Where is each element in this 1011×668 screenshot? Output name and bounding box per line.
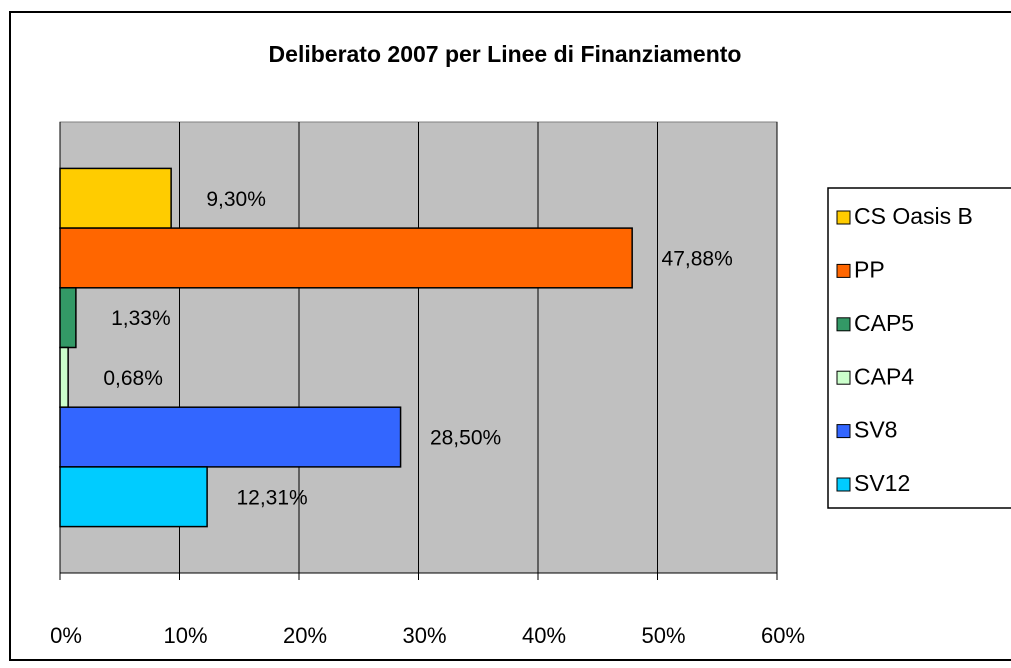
legend-swatch — [836, 317, 851, 332]
legend-label: CAP5 — [854, 310, 914, 336]
x-tick-label: 40% — [522, 623, 566, 648]
legend-box — [827, 187, 1011, 509]
legend-label: SV12 — [854, 470, 910, 496]
legend-label: CAP4 — [854, 363, 914, 389]
x-tick-label: 30% — [402, 623, 446, 648]
bar — [59, 287, 77, 349]
legend-label: PP — [854, 256, 885, 282]
x-tick-label: 0% — [50, 623, 82, 648]
chart-title: Deliberato 2007 per Linee di Finanziamen… — [269, 41, 742, 67]
legend-swatch — [836, 477, 851, 492]
legend-label: SV8 — [854, 417, 897, 443]
bar — [59, 466, 208, 528]
data-label: 9,30% — [206, 188, 266, 211]
x-tick-label: 60% — [761, 623, 805, 648]
x-tick-label: 20% — [283, 623, 327, 648]
legend-swatch — [836, 210, 851, 225]
legend-swatch — [836, 370, 851, 385]
bar — [59, 346, 69, 408]
data-label: 28,50% — [430, 427, 501, 450]
data-label: 0,68% — [103, 367, 163, 390]
data-label: 1,33% — [111, 307, 171, 330]
legend-swatch — [836, 263, 851, 278]
bar — [59, 227, 633, 289]
data-label: 12,31% — [236, 486, 307, 509]
legend-swatch — [836, 424, 851, 439]
bar — [59, 406, 402, 468]
legend-label: CS Oasis B — [854, 203, 973, 229]
bar — [59, 167, 172, 229]
x-tick-label: 50% — [641, 623, 685, 648]
x-tick-label: 10% — [163, 623, 207, 648]
data-label: 47,88% — [662, 247, 733, 270]
